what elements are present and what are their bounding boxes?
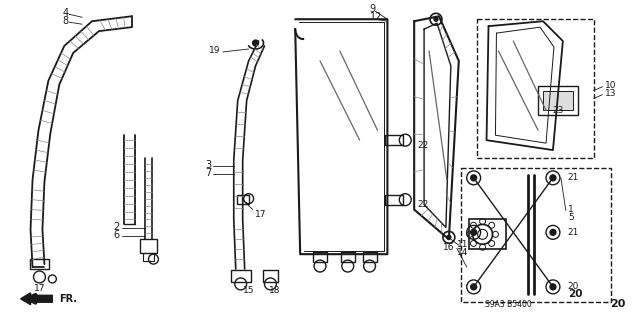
Bar (29, 259, 49, 269)
Bar (143, 253, 154, 261)
Text: 1: 1 (568, 205, 573, 214)
Text: 2: 2 (113, 222, 120, 233)
Circle shape (470, 175, 477, 181)
Circle shape (470, 229, 477, 235)
Text: 7: 7 (205, 168, 211, 178)
Text: 9: 9 (369, 4, 376, 14)
Circle shape (550, 284, 556, 290)
Circle shape (253, 40, 259, 46)
Text: 18: 18 (269, 286, 280, 295)
Text: 17: 17 (255, 210, 266, 219)
Text: 3: 3 (205, 160, 211, 170)
Circle shape (434, 17, 438, 21)
Text: 5: 5 (568, 213, 573, 222)
Bar (461, 168, 611, 302)
Text: 14: 14 (457, 248, 468, 257)
Bar (468, 219, 506, 249)
Text: 15: 15 (243, 286, 254, 295)
Circle shape (447, 235, 451, 239)
Text: 17: 17 (34, 284, 45, 293)
Text: 6: 6 (114, 230, 120, 240)
Bar (385, 135, 403, 145)
Bar (237, 195, 248, 204)
Text: 8: 8 (62, 16, 68, 26)
FancyArrow shape (20, 293, 52, 305)
Text: 12: 12 (369, 12, 382, 22)
Text: FR.: FR. (60, 294, 77, 304)
Bar (140, 239, 157, 253)
Text: 20: 20 (610, 299, 625, 309)
Bar (363, 252, 376, 262)
Text: 21: 21 (568, 173, 579, 182)
Text: 21: 21 (568, 228, 579, 237)
Text: 22: 22 (417, 141, 428, 150)
Circle shape (550, 229, 556, 235)
Bar (262, 270, 278, 282)
Circle shape (550, 175, 556, 181)
Text: 20: 20 (568, 282, 579, 291)
Text: 4: 4 (62, 8, 68, 18)
Text: 10: 10 (605, 81, 616, 90)
Bar (385, 195, 403, 204)
Text: 20: 20 (568, 289, 582, 299)
Bar (341, 252, 355, 262)
Text: 19: 19 (209, 47, 221, 56)
Text: 23: 23 (552, 106, 564, 115)
Text: 22: 22 (417, 200, 428, 209)
Bar (538, 85, 578, 115)
Bar (313, 252, 327, 262)
Bar (231, 270, 251, 282)
Text: S9A3 B5400: S9A3 B5400 (485, 300, 532, 309)
Circle shape (470, 284, 477, 290)
Bar (543, 91, 573, 110)
Text: 11: 11 (457, 240, 468, 249)
Bar (477, 19, 593, 158)
Text: 16: 16 (444, 243, 455, 252)
Text: 13: 13 (605, 89, 616, 98)
